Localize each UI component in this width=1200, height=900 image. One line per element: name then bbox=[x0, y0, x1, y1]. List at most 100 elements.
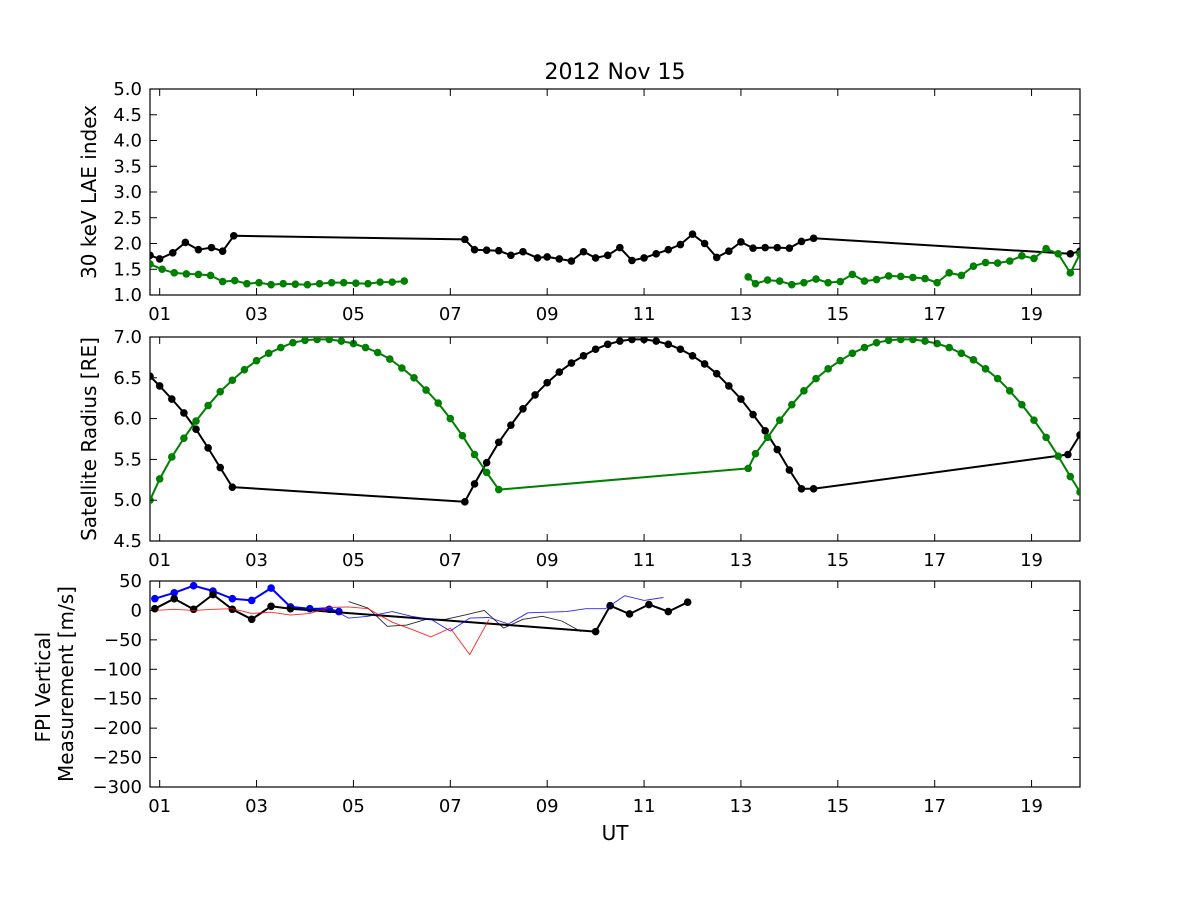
y-tick-label: 7.0 bbox=[113, 327, 142, 348]
data-point bbox=[267, 584, 275, 592]
data-point bbox=[339, 278, 348, 287]
data-point bbox=[761, 243, 769, 252]
data-point bbox=[579, 247, 588, 256]
data-point bbox=[519, 247, 527, 256]
series-layer bbox=[150, 337, 1080, 506]
data-point bbox=[247, 615, 256, 624]
data-point bbox=[787, 400, 796, 409]
data-point bbox=[422, 386, 430, 394]
data-point bbox=[700, 239, 709, 248]
data-point bbox=[207, 243, 216, 252]
data-point bbox=[228, 605, 237, 614]
data-point bbox=[240, 365, 249, 374]
x-tick-label: 19 bbox=[1020, 796, 1043, 817]
series-line bbox=[150, 263, 405, 286]
data-point bbox=[181, 238, 190, 247]
y-tick-label: 4.5 bbox=[113, 531, 142, 552]
panel-lae-index: 30 keV LAE index 01 03 05 07 09 11 13 15 17 19 1.0… bbox=[77, 79, 1081, 325]
data-point bbox=[301, 337, 309, 345]
x-tick-label: 17 bbox=[923, 304, 946, 325]
x-tick-label: 01 bbox=[148, 550, 171, 571]
panel-satellite-radius: Satellite Radius [RE] 01 03 05 07 09 11 13 15 17… bbox=[77, 327, 1081, 571]
data-point bbox=[812, 275, 820, 283]
data-point bbox=[155, 382, 164, 390]
data-point bbox=[192, 417, 200, 425]
data-point bbox=[555, 255, 564, 263]
data-point bbox=[945, 343, 954, 352]
data-point bbox=[243, 279, 251, 288]
data-point bbox=[228, 376, 237, 385]
data-point bbox=[1054, 452, 1063, 460]
x-tick-label: 13 bbox=[729, 796, 752, 817]
data-point bbox=[884, 337, 893, 345]
data-point bbox=[785, 244, 794, 252]
data-point bbox=[933, 339, 941, 348]
data-point bbox=[1064, 450, 1072, 459]
data-point bbox=[751, 279, 760, 288]
series-line bbox=[150, 338, 1080, 503]
data-point bbox=[555, 368, 564, 376]
data-point bbox=[180, 434, 188, 442]
y-axis-label: 30 keV LAE index bbox=[77, 105, 101, 279]
data-point bbox=[158, 265, 166, 274]
data-point bbox=[579, 351, 588, 360]
data-point bbox=[255, 278, 263, 287]
data-point bbox=[1018, 400, 1026, 409]
x-tick-label: 07 bbox=[439, 796, 462, 817]
data-point bbox=[206, 271, 215, 280]
data-point bbox=[896, 337, 905, 344]
y-tick-label: 3.0 bbox=[113, 182, 142, 203]
data-point bbox=[688, 351, 697, 360]
data-point bbox=[664, 340, 673, 349]
data-point bbox=[809, 234, 818, 243]
data-point bbox=[170, 588, 179, 597]
plot-frame bbox=[149, 336, 1081, 542]
data-point bbox=[744, 273, 753, 281]
y-tick-label: 4.5 bbox=[113, 105, 142, 126]
data-point bbox=[737, 238, 745, 246]
series-line bbox=[154, 606, 490, 656]
data-point bbox=[229, 231, 238, 240]
data-point bbox=[373, 348, 382, 357]
data-point bbox=[1018, 252, 1026, 260]
data-point bbox=[209, 590, 217, 599]
y-tick-label: −300 bbox=[93, 777, 142, 798]
data-point bbox=[228, 483, 237, 491]
plot-frame bbox=[149, 88, 1081, 296]
data-point bbox=[652, 250, 660, 258]
tick-layer: 01 03 05 07 09 11 13 15 17 19 4.5 5.0 5.5 6.0 6.5 7.0 bbox=[113, 327, 1080, 571]
data-point bbox=[797, 484, 806, 493]
data-point bbox=[361, 343, 370, 352]
data-point bbox=[761, 427, 769, 435]
y-tick-label: 5.0 bbox=[113, 79, 142, 100]
data-point bbox=[470, 245, 479, 254]
data-point bbox=[700, 360, 709, 368]
data-point bbox=[337, 337, 346, 345]
series-line bbox=[290, 595, 664, 632]
data-point bbox=[364, 279, 372, 288]
y-axis-label-line-2: Measurement [m/s] bbox=[54, 586, 78, 782]
data-point bbox=[289, 338, 297, 347]
data-point bbox=[507, 421, 515, 429]
data-point bbox=[1042, 433, 1050, 442]
x-tick-label: 17 bbox=[923, 796, 946, 817]
data-point bbox=[1076, 250, 1080, 258]
y-axis-label: Satellite Radius [RE] bbox=[77, 337, 101, 541]
data-point bbox=[276, 343, 285, 352]
data-point bbox=[751, 449, 760, 458]
data-point bbox=[216, 387, 225, 396]
data-point bbox=[909, 337, 917, 344]
panel-fpi-vertical: FPI Vertical Measurement [m/s] UT 01 03 05… bbox=[31, 571, 1081, 845]
data-point bbox=[616, 337, 624, 345]
chart-title-group: 2012 Nov 15 bbox=[545, 60, 686, 85]
data-point bbox=[494, 485, 503, 494]
data-point bbox=[218, 247, 227, 256]
data-point bbox=[787, 280, 796, 289]
data-point bbox=[327, 278, 336, 287]
data-point bbox=[591, 254, 600, 262]
data-point bbox=[204, 444, 212, 452]
data-point bbox=[872, 338, 881, 347]
data-point bbox=[1066, 250, 1075, 258]
data-point bbox=[1054, 250, 1063, 258]
